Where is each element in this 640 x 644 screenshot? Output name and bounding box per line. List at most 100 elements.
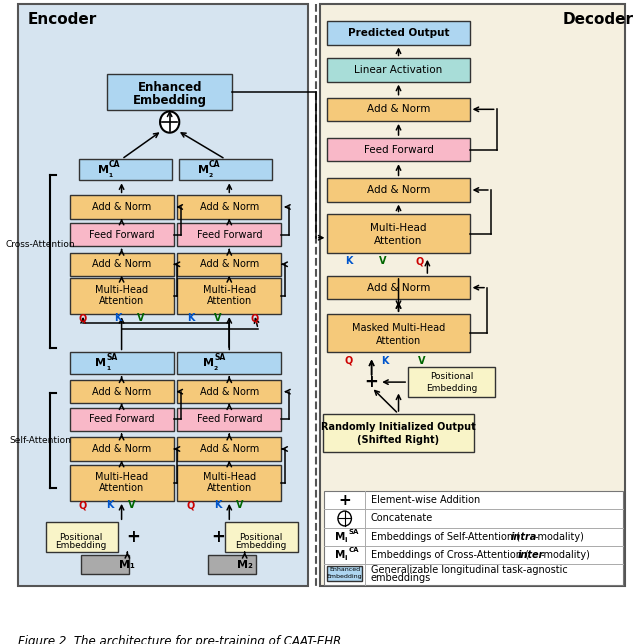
Bar [177, 465, 281, 501]
Text: Generalizable longitudinal task-agnostic: Generalizable longitudinal task-agnostic [371, 565, 568, 575]
Bar [328, 276, 470, 299]
Bar [70, 223, 173, 246]
Text: Add & Norm: Add & Norm [200, 386, 259, 397]
Text: SA: SA [214, 353, 225, 362]
Text: Add & Norm: Add & Norm [92, 260, 151, 269]
Bar [107, 74, 232, 110]
Bar [70, 278, 173, 314]
Text: V: V [380, 256, 387, 266]
Text: Positional: Positional [239, 533, 283, 542]
Text: Figure 2. The architecture for pre-training of CAAT-EHR: Figure 2. The architecture for pre-train… [18, 635, 341, 644]
Text: Add & Norm: Add & Norm [92, 444, 151, 454]
Text: ₁: ₁ [106, 362, 110, 372]
Text: Multi-Head: Multi-Head [203, 471, 256, 482]
Bar [328, 565, 362, 581]
Text: +: + [211, 528, 225, 546]
Bar [177, 380, 281, 403]
Bar [70, 465, 173, 501]
Text: M₂: M₂ [237, 560, 253, 570]
Text: Feed Forward: Feed Forward [196, 414, 262, 424]
Bar [324, 491, 623, 585]
Text: Embedding: Embedding [426, 384, 477, 393]
Bar [177, 352, 281, 374]
Bar [408, 367, 495, 397]
Bar [328, 138, 470, 162]
Bar [177, 278, 281, 314]
Text: V: V [214, 314, 221, 323]
Bar [70, 408, 173, 431]
Text: CA: CA [109, 160, 120, 169]
Text: V: V [137, 314, 145, 323]
Text: Embedding: Embedding [132, 94, 207, 108]
Text: Q: Q [415, 256, 424, 266]
Text: Q: Q [344, 356, 353, 366]
Text: M: M [335, 531, 345, 542]
Bar [177, 223, 281, 246]
Text: K: K [214, 500, 221, 510]
Text: M: M [95, 358, 106, 368]
Text: Enhanced: Enhanced [329, 567, 360, 573]
Text: Concatenate: Concatenate [371, 513, 433, 524]
Text: +: + [126, 528, 140, 546]
Text: Embedding: Embedding [327, 574, 362, 579]
Text: K: K [345, 256, 352, 266]
Text: ₂: ₂ [214, 362, 218, 372]
Text: Q: Q [250, 314, 259, 323]
Text: Encoder: Encoder [28, 12, 97, 26]
Text: +: + [339, 493, 351, 508]
Text: V: V [129, 500, 136, 510]
Text: -modality): -modality) [534, 531, 584, 542]
Bar [328, 178, 470, 202]
Text: Feed Forward: Feed Forward [89, 229, 154, 240]
Text: Attention: Attention [99, 296, 144, 307]
Text: Multi-Head: Multi-Head [371, 223, 427, 233]
Text: V: V [236, 500, 244, 510]
Text: Add & Norm: Add & Norm [367, 104, 430, 115]
Bar [179, 159, 271, 180]
Text: (Shifted Right): (Shifted Right) [358, 435, 440, 446]
Text: Add & Norm: Add & Norm [200, 202, 259, 212]
Circle shape [338, 511, 351, 526]
Bar [45, 522, 118, 552]
Bar [319, 5, 625, 586]
Bar [328, 98, 470, 121]
Bar [18, 5, 308, 586]
Text: K: K [187, 314, 195, 323]
Text: Q: Q [79, 314, 87, 323]
Text: Decoder: Decoder [563, 12, 634, 26]
Text: ₂: ₂ [209, 169, 213, 179]
Text: Feed Forward: Feed Forward [196, 229, 262, 240]
Bar [70, 195, 173, 219]
Bar [208, 555, 256, 574]
Text: Attention: Attention [374, 236, 422, 246]
Text: Add & Norm: Add & Norm [92, 202, 151, 212]
Text: M: M [203, 358, 214, 368]
Text: Randomly Initialized Output: Randomly Initialized Output [321, 422, 476, 431]
Text: Embedding: Embedding [56, 541, 107, 550]
Bar [177, 195, 281, 219]
Bar [328, 21, 470, 44]
Bar [323, 414, 474, 452]
Text: Embeddings of Cross-Attention (: Embeddings of Cross-Attention ( [371, 549, 529, 560]
Bar [79, 159, 172, 180]
Bar [328, 314, 470, 352]
Text: CA: CA [349, 547, 359, 553]
Text: K: K [114, 314, 122, 323]
Text: Add & Norm: Add & Norm [367, 283, 430, 292]
Text: M: M [98, 165, 109, 175]
Text: CA: CA [209, 160, 221, 169]
Text: Feed Forward: Feed Forward [364, 145, 433, 155]
Text: Multi-Head: Multi-Head [203, 285, 256, 295]
Text: Attention: Attention [207, 483, 252, 493]
Text: SA: SA [106, 353, 118, 362]
Text: Linear Activation: Linear Activation [355, 65, 443, 75]
Text: Element-wise Addition: Element-wise Addition [371, 495, 480, 506]
Text: Q: Q [187, 500, 195, 510]
Text: Positional: Positional [429, 372, 473, 381]
Bar [81, 555, 129, 574]
Text: M₁: M₁ [120, 560, 135, 570]
Text: Cross-Attention: Cross-Attention [5, 240, 75, 249]
Text: Multi-Head: Multi-Head [95, 471, 148, 482]
Bar [177, 408, 281, 431]
Text: i: i [344, 555, 347, 562]
